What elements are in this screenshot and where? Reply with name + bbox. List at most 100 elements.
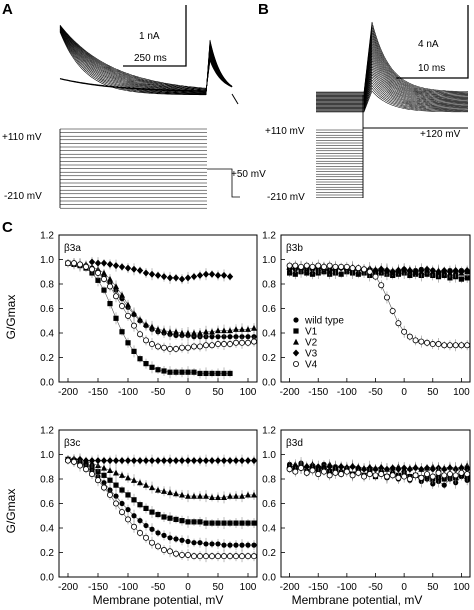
y-tick-label: 1.0 xyxy=(262,255,276,266)
data-point xyxy=(446,342,453,349)
data-point xyxy=(172,550,179,557)
data-point xyxy=(292,271,298,277)
data-point xyxy=(412,337,419,344)
series-v1 xyxy=(65,455,257,530)
y-tick-label: 0.6 xyxy=(40,304,54,315)
x-tick-label: -50 xyxy=(368,582,383,593)
trace-line xyxy=(316,56,468,103)
data-point xyxy=(233,334,239,340)
y-tick-label: 0.0 xyxy=(262,378,276,389)
data-point xyxy=(209,494,215,500)
data-point xyxy=(100,457,108,465)
data-point xyxy=(464,342,471,349)
series-v1 xyxy=(65,259,233,380)
data-point xyxy=(298,464,305,471)
data-point xyxy=(227,327,233,334)
legend-marker xyxy=(293,317,299,323)
subplot-3: 0.0 0.2 0.4 0.6 0.8 1.0 1.2 -200 -150 -100 -50 0 50 1… xyxy=(40,426,258,593)
data-point xyxy=(209,334,215,340)
legend-label: V2 xyxy=(305,338,318,349)
data-point xyxy=(94,259,102,267)
data-point xyxy=(452,342,459,349)
y-tick-label: 0.2 xyxy=(40,548,54,559)
data-point xyxy=(131,310,137,316)
data-point xyxy=(372,273,379,280)
y-tick-label: 0.8 xyxy=(40,280,54,291)
data-point xyxy=(137,502,143,508)
current-traces-b xyxy=(316,21,469,113)
data-point xyxy=(429,267,436,275)
data-point xyxy=(131,477,137,483)
data-point xyxy=(304,270,310,276)
data-point xyxy=(423,464,431,472)
trace-line xyxy=(316,41,468,98)
data-point xyxy=(95,277,101,283)
data-point xyxy=(149,526,155,532)
y-tick-label: 1.2 xyxy=(262,231,276,242)
data-point xyxy=(435,469,442,476)
data-point xyxy=(149,323,155,330)
data-point xyxy=(366,268,373,275)
data-point xyxy=(400,464,408,472)
x-tick-label: 50 xyxy=(212,387,224,398)
data-point xyxy=(338,271,344,277)
data-point xyxy=(148,341,155,348)
x-tick-label: -150 xyxy=(308,582,328,593)
data-point xyxy=(143,321,149,328)
data-point xyxy=(130,457,138,465)
data-point xyxy=(395,465,402,473)
data-point xyxy=(100,259,108,267)
data-point xyxy=(441,472,448,479)
data-point xyxy=(203,370,209,377)
data-point xyxy=(424,471,431,478)
data-point xyxy=(383,294,390,301)
data-point xyxy=(326,463,333,471)
data-point xyxy=(372,267,379,275)
x-axis-title-left: Membrane potential, mV xyxy=(93,593,224,607)
scale-current-label-a: 1 nA xyxy=(139,31,160,42)
data-point xyxy=(209,328,215,335)
data-point xyxy=(119,509,126,516)
data-point xyxy=(286,466,293,473)
data-point xyxy=(185,519,191,525)
data-point xyxy=(142,457,150,465)
x-tick-label: 50 xyxy=(212,582,224,593)
data-point xyxy=(435,268,442,276)
protocol-label-b-left: +110 mV xyxy=(265,126,305,137)
tail-trace-line xyxy=(205,59,233,93)
data-point xyxy=(226,553,233,560)
data-point xyxy=(303,469,310,476)
y-tick-label: 1.0 xyxy=(40,450,54,461)
data-point xyxy=(160,547,167,554)
data-point xyxy=(209,520,215,526)
trace-line xyxy=(316,35,468,97)
trace-line xyxy=(59,26,207,91)
voltage-protocol-b xyxy=(316,95,468,198)
trace-line xyxy=(316,59,468,104)
data-point xyxy=(239,326,245,332)
series-v4 xyxy=(286,461,471,484)
data-point xyxy=(142,269,150,277)
trace-line xyxy=(316,62,468,105)
data-point xyxy=(203,492,209,499)
data-point xyxy=(179,537,185,543)
data-point xyxy=(395,474,402,481)
data-point xyxy=(130,265,138,273)
protocol-label-a-step: +50 mV xyxy=(231,169,266,180)
series-v3 xyxy=(88,256,234,285)
data-point xyxy=(77,261,84,268)
data-point xyxy=(245,326,251,332)
data-point xyxy=(94,457,102,465)
data-point xyxy=(208,457,216,465)
data-point xyxy=(412,472,419,479)
data-point xyxy=(190,273,198,281)
data-point xyxy=(71,458,78,465)
trace-tail-line xyxy=(231,93,239,105)
data-point xyxy=(161,327,167,334)
data-point xyxy=(239,520,245,526)
data-point xyxy=(232,553,239,560)
data-point xyxy=(113,500,120,507)
data-point xyxy=(429,465,436,473)
data-point xyxy=(112,262,120,270)
